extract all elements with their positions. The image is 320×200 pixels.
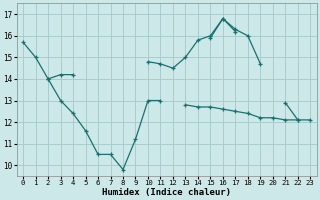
X-axis label: Humidex (Indice chaleur): Humidex (Indice chaleur) — [102, 188, 231, 197]
